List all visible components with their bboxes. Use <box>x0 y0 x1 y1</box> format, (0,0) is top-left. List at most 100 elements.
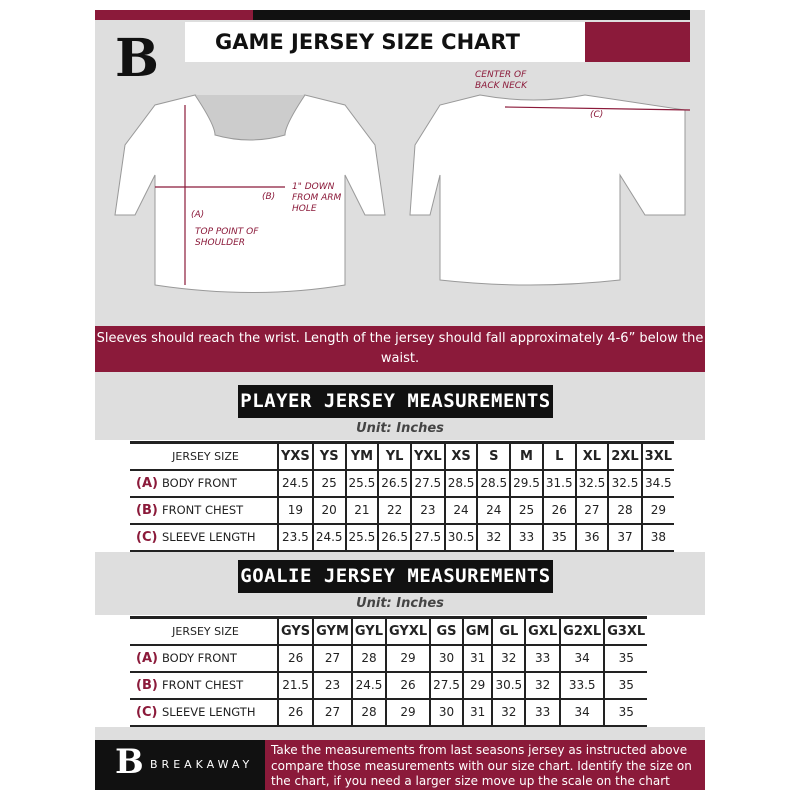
table-cell: 22 <box>377 496 411 525</box>
table-cell: 27.5 <box>429 671 463 700</box>
label-a: (A) <box>191 210 205 220</box>
table-cell: 30 <box>429 698 463 727</box>
table-cell: 33 <box>524 698 561 727</box>
table-cell: 38 <box>640 523 675 552</box>
table-cell: 29 <box>461 671 493 700</box>
table-cell: 23.5 <box>277 523 313 552</box>
table-cell: 26 <box>541 496 576 525</box>
table-cell: 33 <box>524 644 561 673</box>
table-cell: 33.5 <box>559 671 605 700</box>
brand-logo: B <box>115 28 159 89</box>
table-row: (A) BODY FRONT 26 27 28 29 30 31 32 33 34 35 <box>130 644 648 673</box>
table-cell: 34 <box>559 698 605 727</box>
table-cell: 24 <box>443 496 478 525</box>
row-label: BODY FRONT <box>162 650 237 665</box>
table-cell: 32.5 <box>607 469 642 498</box>
table-cell: 25.5 <box>344 523 379 552</box>
goalie-size-table: JERSEY SIZE GYS GYM GYL GYXL GS GM GL GXL G2XL G3X… <box>130 616 648 727</box>
table-cell: 32 <box>476 523 511 552</box>
table-cell: 28 <box>607 496 642 525</box>
size-header: G3XL <box>603 616 648 646</box>
size-header: GYS <box>276 616 314 646</box>
top-accent-bar <box>95 10 253 20</box>
table-cell: 34.5 <box>640 469 675 498</box>
table-row: (C) SLEEVE LENGTH 23.5 24.5 25.5 26.5 27.5 30.5… <box>130 523 675 552</box>
footer-logo: B <box>115 742 144 782</box>
table-cell: 28.5 <box>476 469 511 498</box>
row-label: SLEEVE LENGTH <box>162 704 256 719</box>
table-cell: 23 <box>312 671 352 700</box>
table-cell: 37 <box>607 523 642 552</box>
size-header: GXL <box>524 616 561 646</box>
row-label: FRONT CHEST <box>162 677 244 692</box>
table-cell: 27.5 <box>409 469 445 498</box>
size-header: GS <box>429 616 463 646</box>
table-cell: 31 <box>461 698 493 727</box>
size-header: XL <box>574 441 609 471</box>
size-header: 3XL <box>640 441 675 471</box>
table-cell: 25 <box>509 496 543 525</box>
player-size-table: JERSEY SIZE YXS YS YM YL YXL XS S M L XL 2XL 3XL (A) B… <box>130 441 675 552</box>
player-section-title: PLAYER JERSEY MEASUREMENTS <box>238 385 553 418</box>
table-cell: 29 <box>640 496 675 525</box>
table-cell: 27 <box>574 496 609 525</box>
label-a-desc: TOP POINT OF SHOULDER <box>195 227 259 248</box>
header-label: JERSEY SIZE <box>130 441 278 471</box>
table-cell: 31 <box>461 644 493 673</box>
table-cell: 26.5 <box>377 523 411 552</box>
size-header: G2XL <box>559 616 605 646</box>
table-cell: 30.5 <box>443 523 478 552</box>
row-code: (B) <box>136 677 158 693</box>
player-unit: Unit: Inches <box>356 421 444 436</box>
table-cell: 35 <box>603 644 648 673</box>
size-header: GYM <box>312 616 352 646</box>
table-row: (B) FRONT CHEST 19 20 21 22 23 24 24 25 26 27 28 29 <box>130 496 675 525</box>
table-cell: 34 <box>559 644 605 673</box>
size-header: YM <box>344 441 379 471</box>
table-cell: 21 <box>344 496 379 525</box>
footer-brand-name: BREAKAWAY <box>150 758 254 771</box>
row-code: (B) <box>136 502 158 518</box>
table-cell: 35 <box>603 698 648 727</box>
table-cell: 32 <box>491 698 526 727</box>
row-label: SLEEVE LENGTH <box>162 529 256 544</box>
size-header: L <box>541 441 576 471</box>
size-header: XS <box>443 441 478 471</box>
size-header: M <box>509 441 543 471</box>
table-cell: 26.5 <box>377 469 411 498</box>
row-label: FRONT CHEST <box>162 502 244 517</box>
table-cell: 30 <box>429 644 463 673</box>
size-header: 2XL <box>607 441 642 471</box>
jersey-diagram <box>114 94 691 293</box>
row-code: (C) <box>136 529 158 545</box>
label-b: (B) <box>262 192 276 202</box>
label-c-desc: CENTER OF BACK NECK <box>475 70 527 91</box>
size-header: YXL <box>409 441 445 471</box>
table-cell: 24 <box>476 496 511 525</box>
table-header-row: JERSEY SIZE YXS YS YM YL YXL XS S M L XL 2XL 3XL <box>130 441 675 471</box>
table-cell: 30.5 <box>491 671 526 700</box>
table-cell: 24.5 <box>350 671 387 700</box>
table-row: (B) FRONT CHEST 21.5 23 24.5 26 27.5 29 30.5 32 33… <box>130 671 648 700</box>
size-header: YXS <box>277 441 313 471</box>
table-cell: 32 <box>491 644 526 673</box>
row-label: BODY FRONT <box>162 475 237 490</box>
goalie-unit: Unit: Inches <box>356 596 444 611</box>
size-header: S <box>476 441 511 471</box>
table-cell: 26 <box>276 644 314 673</box>
back-jersey <box>409 94 686 286</box>
top-dark-bar <box>253 10 690 20</box>
table-cell: 24.5 <box>277 469 313 498</box>
table-cell: 27 <box>312 644 352 673</box>
row-code: (A) <box>136 650 158 666</box>
table-row: (A) BODY FRONT 24.5 25 25.5 26.5 27.5 28.5 28.5 2… <box>130 469 675 498</box>
size-header: YL <box>377 441 411 471</box>
row-code: (A) <box>136 475 158 491</box>
size-header: GM <box>461 616 493 646</box>
page-title: GAME JERSEY SIZE CHART <box>185 22 585 62</box>
table-header-row: JERSEY SIZE GYS GYM GYL GYXL GS GM GL GXL G2XL G3X… <box>130 616 648 646</box>
table-cell: 36 <box>574 523 609 552</box>
fit-notice: Sleeves should reach the wrist. Length o… <box>95 326 705 372</box>
table-cell: 19 <box>277 496 313 525</box>
table-cell: 26 <box>276 698 314 727</box>
